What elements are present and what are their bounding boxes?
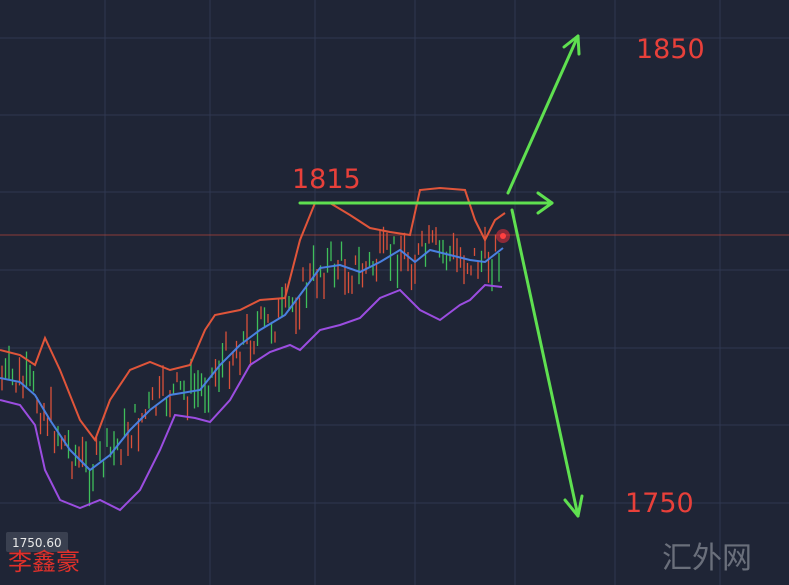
arrows <box>298 34 584 518</box>
candles <box>1 225 500 507</box>
resistance-label: 1815 <box>292 164 361 195</box>
price-dot-core <box>500 233 506 239</box>
upper-band <box>0 186 506 443</box>
lower-band <box>0 283 503 512</box>
watermark-author: 李鑫豪 <box>8 548 80 576</box>
upper-target-label: 1850 <box>636 34 705 65</box>
price-tag: 1750.60 <box>12 536 62 550</box>
lower-target-label: 1750 <box>625 488 694 519</box>
middle-band <box>0 247 504 472</box>
price-tag-box <box>6 532 68 552</box>
watermark-site: 汇外网 <box>662 541 752 576</box>
